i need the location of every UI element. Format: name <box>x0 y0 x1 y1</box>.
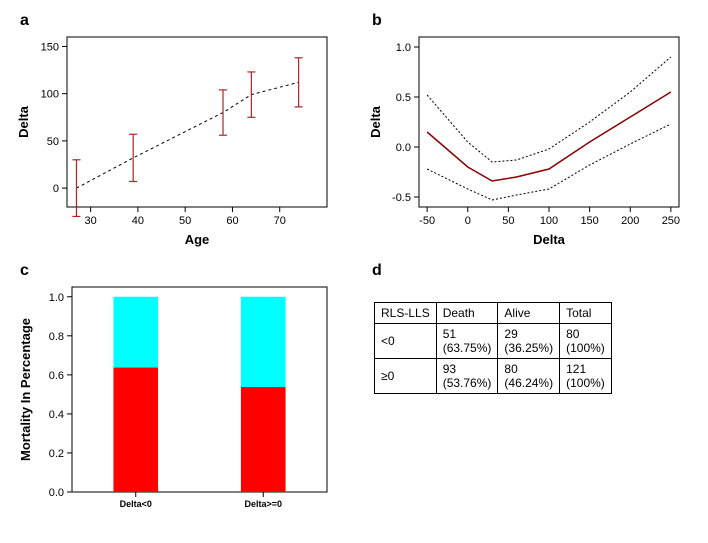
chart-a: 30 40 50 60 70 0 50 100 150 Age Delta <box>12 12 342 252</box>
svg-text:50: 50 <box>502 215 514 227</box>
svg-text:0.5: 0.5 <box>396 92 411 104</box>
svg-text:0: 0 <box>53 183 59 195</box>
svg-text:50: 50 <box>47 136 59 148</box>
panel-b: b -50 0 50 100 150 200 250 -0.5 0.0 0.5 1.0 Delta De… <box>364 12 696 252</box>
table-header-cell: RLS-LLS <box>375 303 437 324</box>
table-header-cell: Total <box>560 303 612 324</box>
svg-text:Delta: Delta <box>368 105 383 138</box>
svg-text:Delta: Delta <box>16 105 31 138</box>
svg-text:0.0: 0.0 <box>49 487 64 499</box>
svg-text:100: 100 <box>41 89 59 101</box>
svg-text:0.6: 0.6 <box>49 370 64 382</box>
svg-text:50: 50 <box>179 215 191 227</box>
panel-c: c 0.0 0.2 0.4 0.6 0.8 1.0 Delta<0 Delta>=0 Morta… <box>12 262 344 522</box>
panel-a-label: a <box>20 12 29 30</box>
table-cell: 80(46.24%) <box>498 359 560 394</box>
svg-text:0: 0 <box>465 215 471 227</box>
svg-text:0.8: 0.8 <box>49 331 64 343</box>
table-cell: 29(36.25%) <box>498 324 560 359</box>
table-cell: 51(63.75%) <box>436 324 498 359</box>
chart-b: -50 0 50 100 150 200 250 -0.5 0.0 0.5 1.0 Delta Delt… <box>364 12 694 252</box>
chart-c: 0.0 0.2 0.4 0.6 0.8 1.0 Delta<0 Delta>=0 Mortali… <box>12 262 342 522</box>
svg-text:200: 200 <box>621 215 639 227</box>
panel-d-label: d <box>372 262 382 280</box>
svg-text:Delta: Delta <box>533 232 566 247</box>
svg-text:100: 100 <box>540 215 558 227</box>
svg-text:-0.5: -0.5 <box>392 192 411 204</box>
table-cell: 93(53.76%) <box>436 359 498 394</box>
svg-text:150: 150 <box>580 215 598 227</box>
svg-text:40: 40 <box>132 215 144 227</box>
svg-text:Delta>=0: Delta>=0 <box>244 499 282 509</box>
table-cell: 80(100%) <box>560 324 612 359</box>
svg-text:0.2: 0.2 <box>49 448 64 460</box>
svg-text:0.0: 0.0 <box>396 142 411 154</box>
table-header-cell: Alive <box>498 303 560 324</box>
table-cell: ≥0 <box>375 359 437 394</box>
svg-text:Mortality In Percentage: Mortality In Percentage <box>18 318 33 461</box>
svg-text:1.0: 1.0 <box>49 292 64 304</box>
svg-text:-50: -50 <box>419 215 435 227</box>
svg-text:70: 70 <box>274 215 286 227</box>
panel-a: a 30 40 50 60 70 0 50 100 150 Age Delta <box>12 12 344 252</box>
panel-c-label: c <box>20 262 29 280</box>
svg-text:250: 250 <box>662 215 680 227</box>
panel-b-label: b <box>372 12 382 30</box>
table-cell: <0 <box>375 324 437 359</box>
svg-text:60: 60 <box>226 215 238 227</box>
svg-text:30: 30 <box>85 215 97 227</box>
table-d: RLS-LLSDeathAliveTotal <051(63.75%)29(36.… <box>374 302 612 394</box>
svg-text:Age: Age <box>185 232 210 247</box>
svg-text:150: 150 <box>41 41 59 53</box>
svg-text:1.0: 1.0 <box>396 42 411 54</box>
panel-d: d RLS-LLSDeathAliveTotal <051(63.75%)29(3… <box>364 262 696 522</box>
table-cell: 121(100%) <box>560 359 612 394</box>
svg-text:Delta<0: Delta<0 <box>120 499 152 509</box>
svg-text:0.4: 0.4 <box>49 409 64 421</box>
table-header-cell: Death <box>436 303 498 324</box>
